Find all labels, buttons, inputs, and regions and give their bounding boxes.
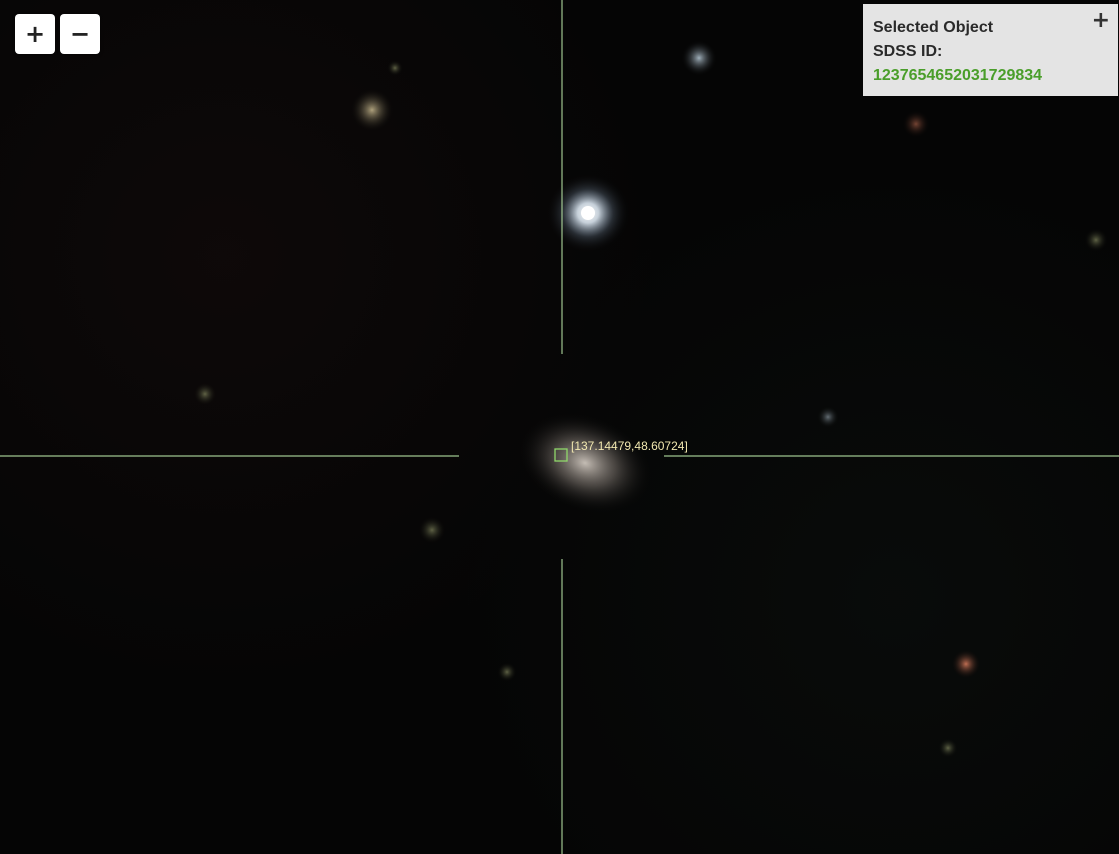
- faint-source: [418, 516, 446, 544]
- faint-source: [193, 382, 217, 406]
- target-marker: [554, 448, 568, 462]
- faint-source: [387, 60, 403, 76]
- faint-source: [1084, 228, 1108, 252]
- faint-source: [681, 40, 717, 76]
- faint-source: [938, 738, 958, 758]
- faint-source: [817, 406, 839, 428]
- sdss-id-label: SDSS ID:: [873, 43, 943, 60]
- selected-object-panel: Selected Object SDSS ID: 123765465203172…: [863, 4, 1118, 96]
- faint-source: [902, 110, 930, 138]
- faint-source: [350, 88, 394, 132]
- target-coordinates-label: [137.14479,48.60724]: [571, 439, 688, 453]
- panel-title: Selected Object: [873, 19, 994, 36]
- zoom-controls: + −: [15, 14, 100, 54]
- target-galaxy: [517, 411, 653, 515]
- bright-star-core: [581, 206, 595, 220]
- expand-panel-button[interactable]: +: [1091, 8, 1110, 33]
- faint-source: [951, 649, 981, 679]
- zoom-out-button[interactable]: −: [60, 14, 100, 54]
- faint-source: [497, 662, 517, 682]
- sdss-id-value[interactable]: 1237654652031729834: [873, 67, 1043, 84]
- zoom-in-button[interactable]: +: [15, 14, 55, 54]
